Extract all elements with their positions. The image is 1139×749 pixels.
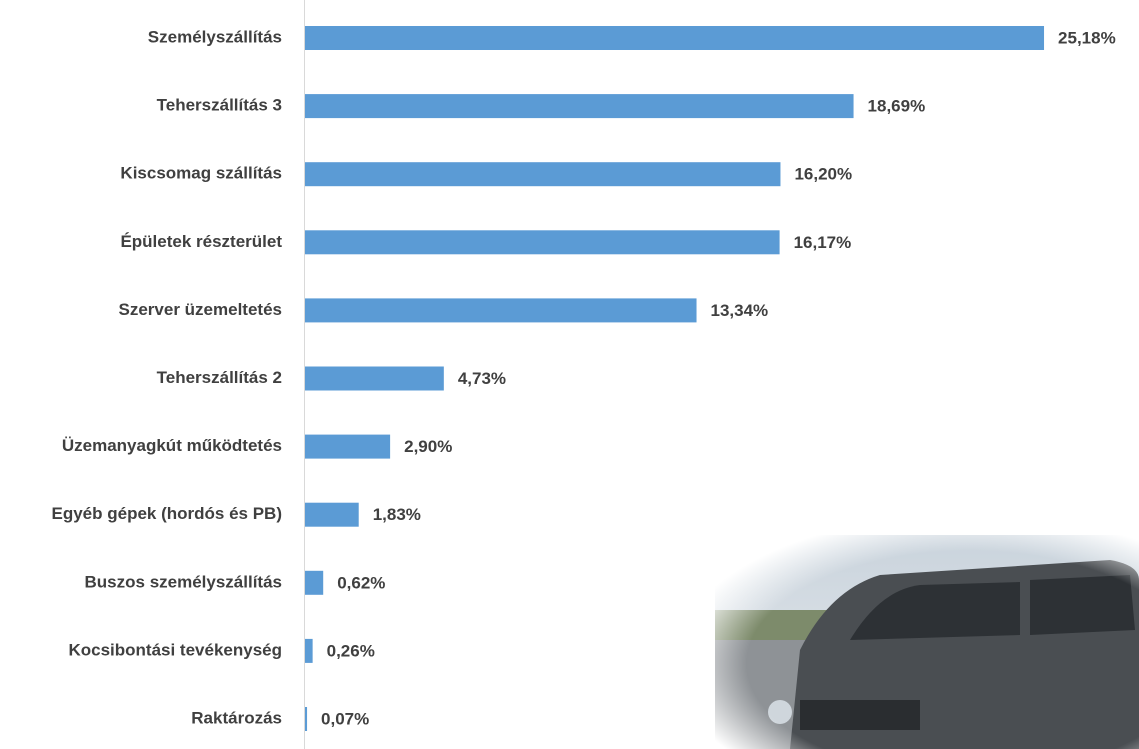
bar [305, 26, 1044, 50]
category-label: Személyszállítás [148, 27, 282, 46]
category-label: Egyéb gépek (hordós és PB) [52, 504, 283, 523]
category-label: Épületek részterület [120, 232, 282, 251]
photo [715, 535, 1139, 749]
bar [305, 707, 307, 731]
bar [305, 298, 697, 322]
bar [305, 571, 323, 595]
value-label: 13,34% [711, 301, 769, 320]
value-label: 16,20% [794, 165, 852, 184]
value-label: 0,26% [327, 641, 375, 660]
value-label: 0,07% [321, 709, 369, 728]
bar [305, 162, 780, 186]
bar [305, 94, 854, 118]
bar [305, 503, 359, 527]
value-label: 25,18% [1058, 28, 1116, 47]
category-label: Szerver üzemeltetés [119, 300, 282, 319]
value-label: 18,69% [868, 97, 926, 116]
category-label: Buszos személyszállítás [85, 572, 282, 591]
category-label: Teherszállítás 2 [157, 368, 282, 387]
category-label: Teherszállítás 3 [157, 96, 282, 115]
value-label: 4,73% [458, 369, 506, 388]
value-label: 0,62% [337, 573, 385, 592]
category-label: Raktározás [191, 708, 282, 727]
value-label: 16,17% [794, 233, 852, 252]
bar [305, 230, 780, 254]
category-label: Kiscsomag szállítás [120, 164, 282, 183]
category-label: Kocsibontási tevékenység [68, 640, 282, 659]
bar [305, 435, 390, 459]
bar [305, 367, 444, 391]
chart: Személyszállítás 25,18% Teherszállítás 3 18… [0, 0, 1139, 749]
value-label: 2,90% [404, 437, 452, 456]
category-label: Üzemanyagkút működtetés [62, 436, 282, 455]
value-label: 1,83% [373, 505, 421, 524]
bar [305, 639, 313, 663]
